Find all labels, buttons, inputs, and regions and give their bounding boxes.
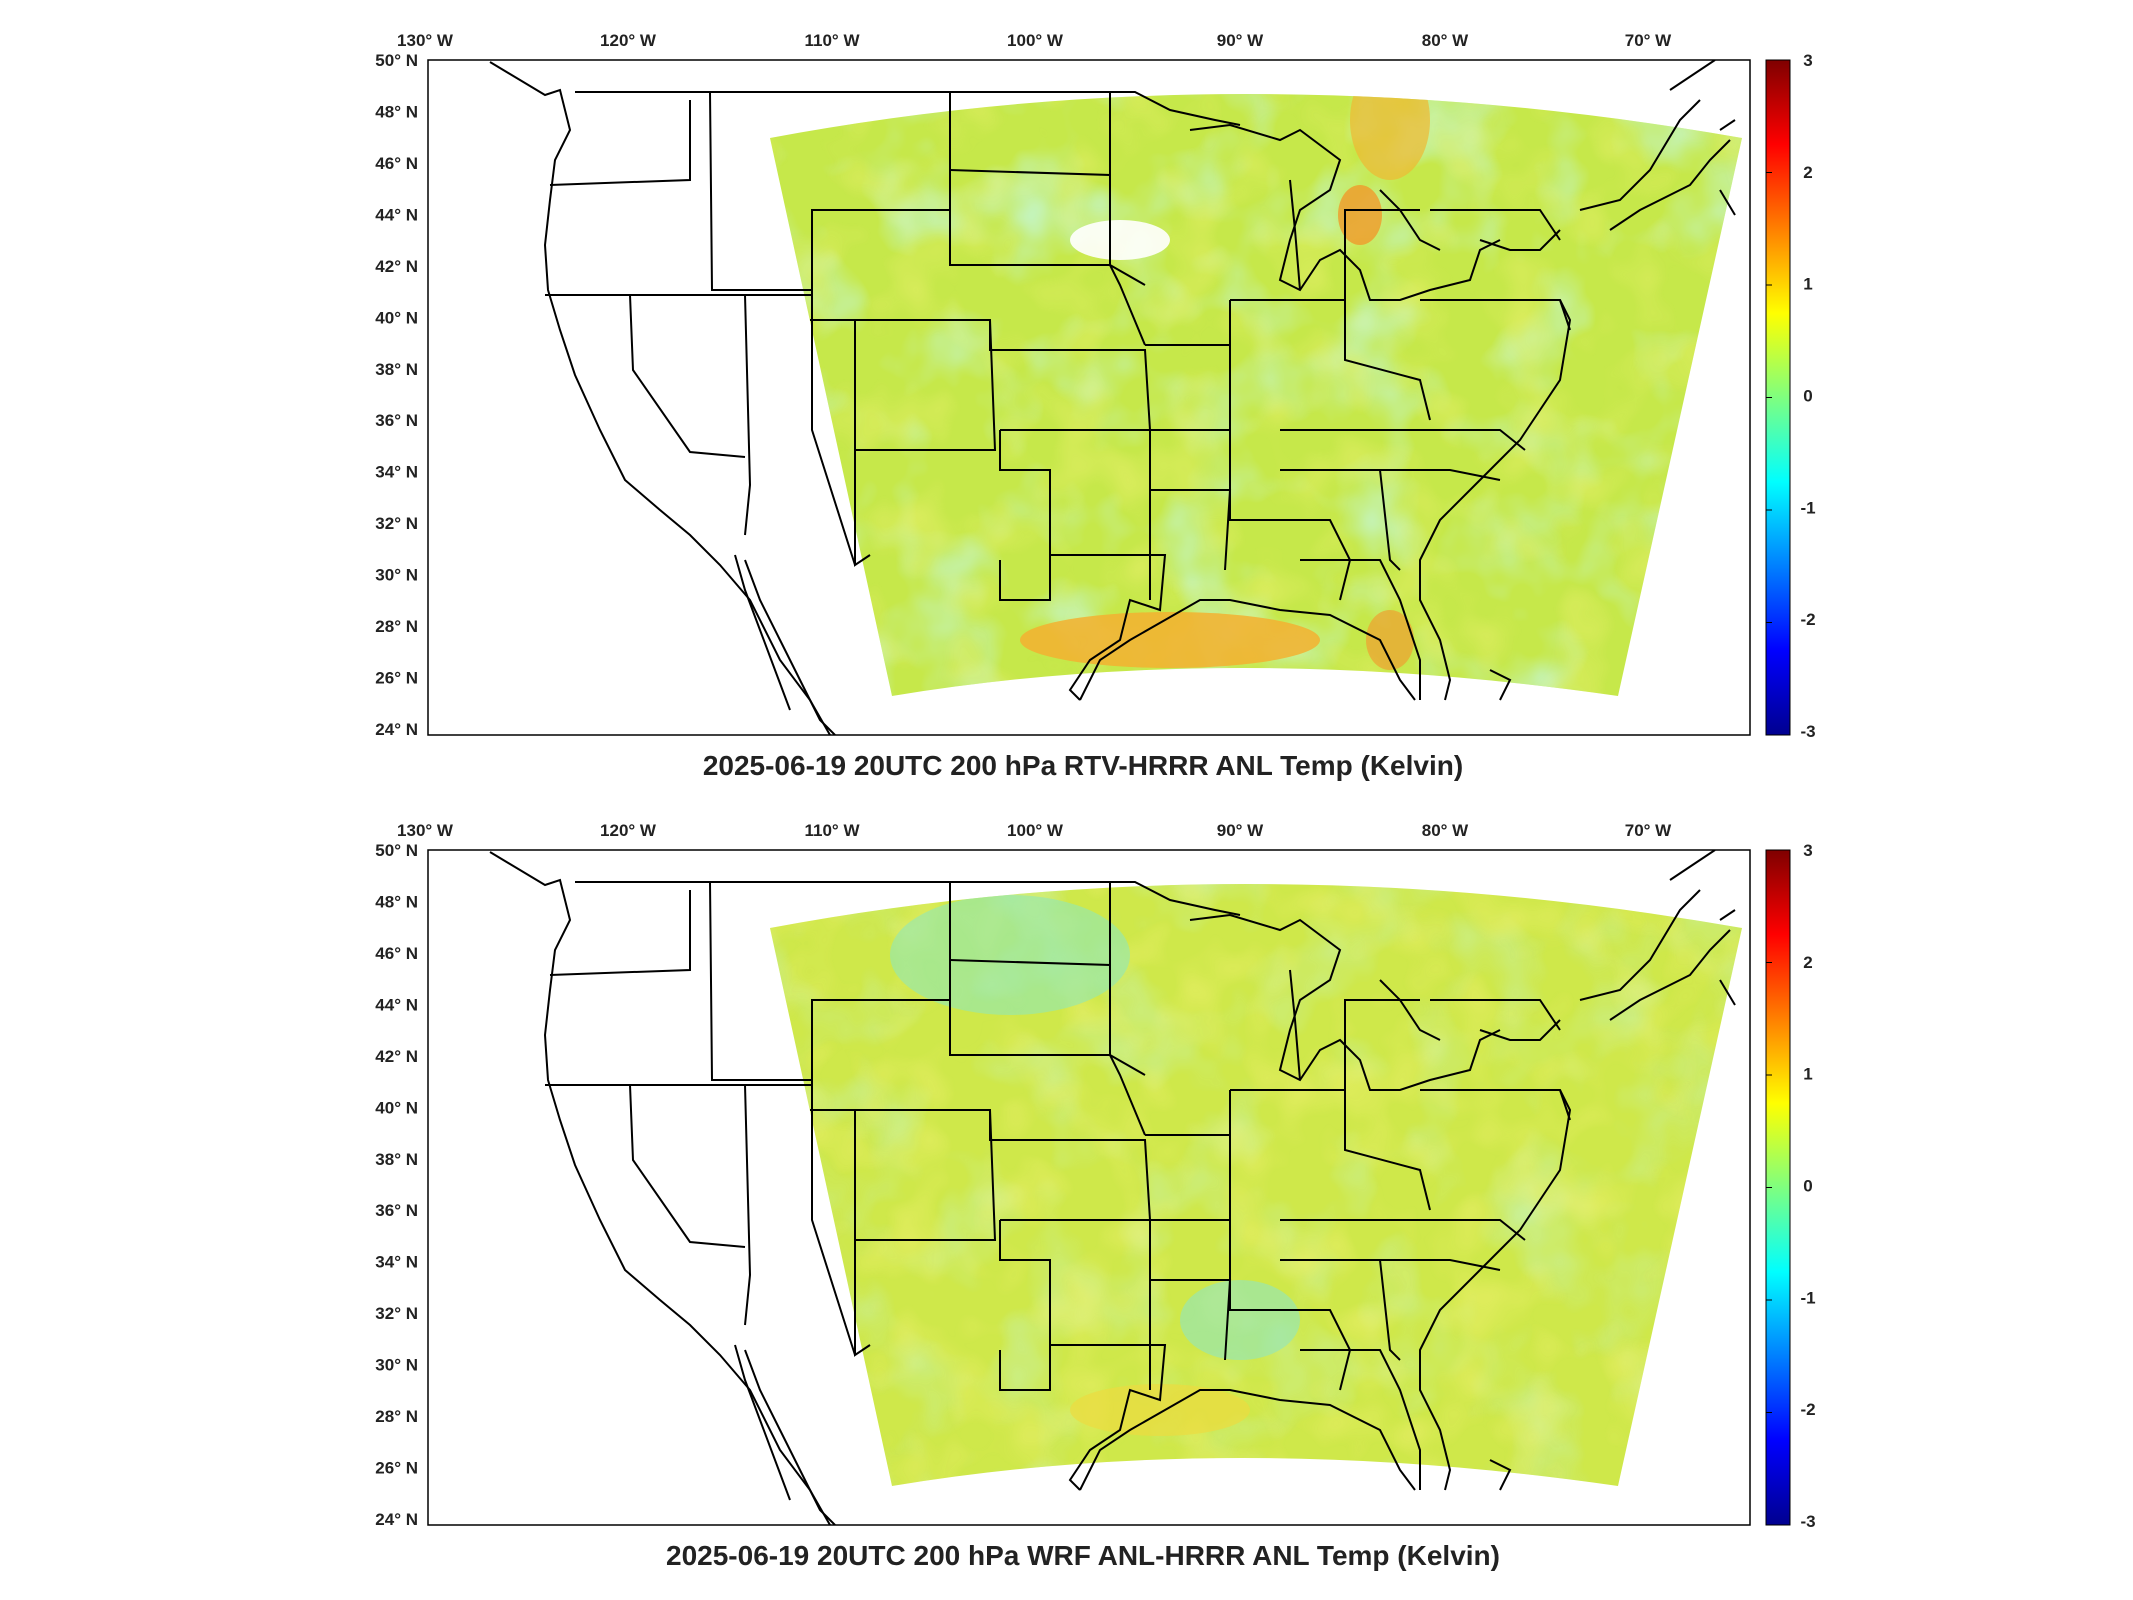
lat-tick-label: 32° N — [375, 1304, 418, 1323]
panel-title: 2025-06-19 20UTC 200 hPa WRF ANL-HRRR AN… — [666, 1540, 1500, 1571]
lat-tick-label: 26° N — [375, 669, 418, 688]
colorbar-tick-label: 1 — [1803, 275, 1812, 294]
lon-tick-label: 110° W — [805, 31, 861, 50]
colorbar-tick-label: -1 — [1800, 1288, 1815, 1307]
lat-tick-label: 44° N — [375, 995, 418, 1014]
lat-tick-label: 46° N — [375, 944, 418, 963]
warm-anomaly-michigan — [1338, 185, 1382, 245]
state-outlines — [489, 60, 1736, 735]
colorbar-tick-label: 2 — [1803, 163, 1812, 182]
lat-tick-label: 44° N — [375, 205, 418, 224]
lon-tick-label: 130° W — [397, 31, 454, 50]
colorbar-tick-label: 3 — [1803, 51, 1812, 70]
lon-tick-label: 130° W — [397, 821, 454, 840]
lat-tick-label: 42° N — [375, 257, 418, 276]
colorbar-tick-label: -1 — [1800, 498, 1815, 517]
lon-tick-label: 100° W — [1007, 821, 1064, 840]
lat-tick-label: 46° N — [375, 154, 418, 173]
warm-anomaly-florida — [1366, 610, 1414, 670]
state-outlines — [489, 850, 1736, 1525]
lat-tick-label: 28° N — [375, 617, 418, 636]
colorbar-tick-label: 1 — [1803, 1065, 1812, 1084]
colorbar-tick-label: 0 — [1803, 1177, 1812, 1196]
colorbar-tick-label: -3 — [1800, 1512, 1815, 1531]
lat-tick-label: 24° N — [375, 1510, 418, 1529]
lon-tick-label: 70° W — [1625, 821, 1672, 840]
lon-tick-label: 120° W — [600, 821, 657, 840]
lat-tick-label: 48° N — [375, 102, 418, 121]
colorbar-tick-label: 0 — [1803, 387, 1812, 406]
lat-tick-label: 40° N — [375, 1098, 418, 1117]
panel-title: 2025-06-19 20UTC 200 hPa RTV-HRRR ANL Te… — [703, 750, 1463, 781]
lat-tick-label: 30° N — [375, 566, 418, 585]
axis-labels: 130° W 120° W 110° W 100° W 90° W 80° W 70° W 5… — [375, 31, 1815, 1571]
lat-tick-label: 50° N — [375, 841, 418, 860]
lat-tick-label: 38° N — [375, 1150, 418, 1169]
lat-tick-label: 24° N — [375, 720, 418, 739]
lon-tick-label: 80° W — [1422, 821, 1469, 840]
lat-tick-label: 42° N — [375, 1047, 418, 1066]
map-panel-top — [427, 59, 1751, 736]
lon-tick-label: 90° W — [1217, 31, 1264, 50]
lat-tick-label: 38° N — [375, 360, 418, 379]
colorbar-tick-label: 3 — [1803, 841, 1812, 860]
lon-tick-label: 120° W — [600, 31, 657, 50]
lon-tick-label: 110° W — [805, 821, 861, 840]
lon-tick-label: 90° W — [1217, 821, 1264, 840]
lat-tick-label: 28° N — [375, 1407, 418, 1426]
lat-tick-label: 34° N — [375, 463, 418, 482]
lat-tick-label: 34° N — [375, 1253, 418, 1272]
colorbar-tick-label: -2 — [1800, 1400, 1815, 1419]
lon-tick-label: 100° W — [1007, 31, 1064, 50]
lat-tick-label: 40° N — [375, 308, 418, 327]
colorbar-tick-label: 2 — [1803, 953, 1812, 972]
cool-anomaly-south — [1180, 1280, 1300, 1360]
lon-tick-label: 80° W — [1422, 31, 1469, 50]
cool-anomaly-north — [890, 895, 1130, 1015]
warm-anomaly-gulf — [1070, 1384, 1250, 1436]
lon-tick-label: 70° W — [1625, 31, 1672, 50]
lat-tick-label: 48° N — [375, 892, 418, 911]
colorbar-tick-label: -2 — [1800, 610, 1815, 629]
missing-data-patch — [1070, 220, 1170, 260]
lat-tick-label: 30° N — [375, 1356, 418, 1375]
colorbar-tick-label: -3 — [1800, 722, 1815, 741]
lat-tick-label: 36° N — [375, 411, 418, 430]
warm-anomaly-gulf — [1020, 612, 1320, 668]
lat-tick-label: 36° N — [375, 1201, 418, 1220]
map-panel-bottom — [427, 849, 1751, 1526]
lat-tick-label: 50° N — [375, 51, 418, 70]
lat-tick-label: 26° N — [375, 1459, 418, 1478]
lat-tick-label: 32° N — [375, 514, 418, 533]
warm-anomaly-north — [1350, 94, 1430, 180]
